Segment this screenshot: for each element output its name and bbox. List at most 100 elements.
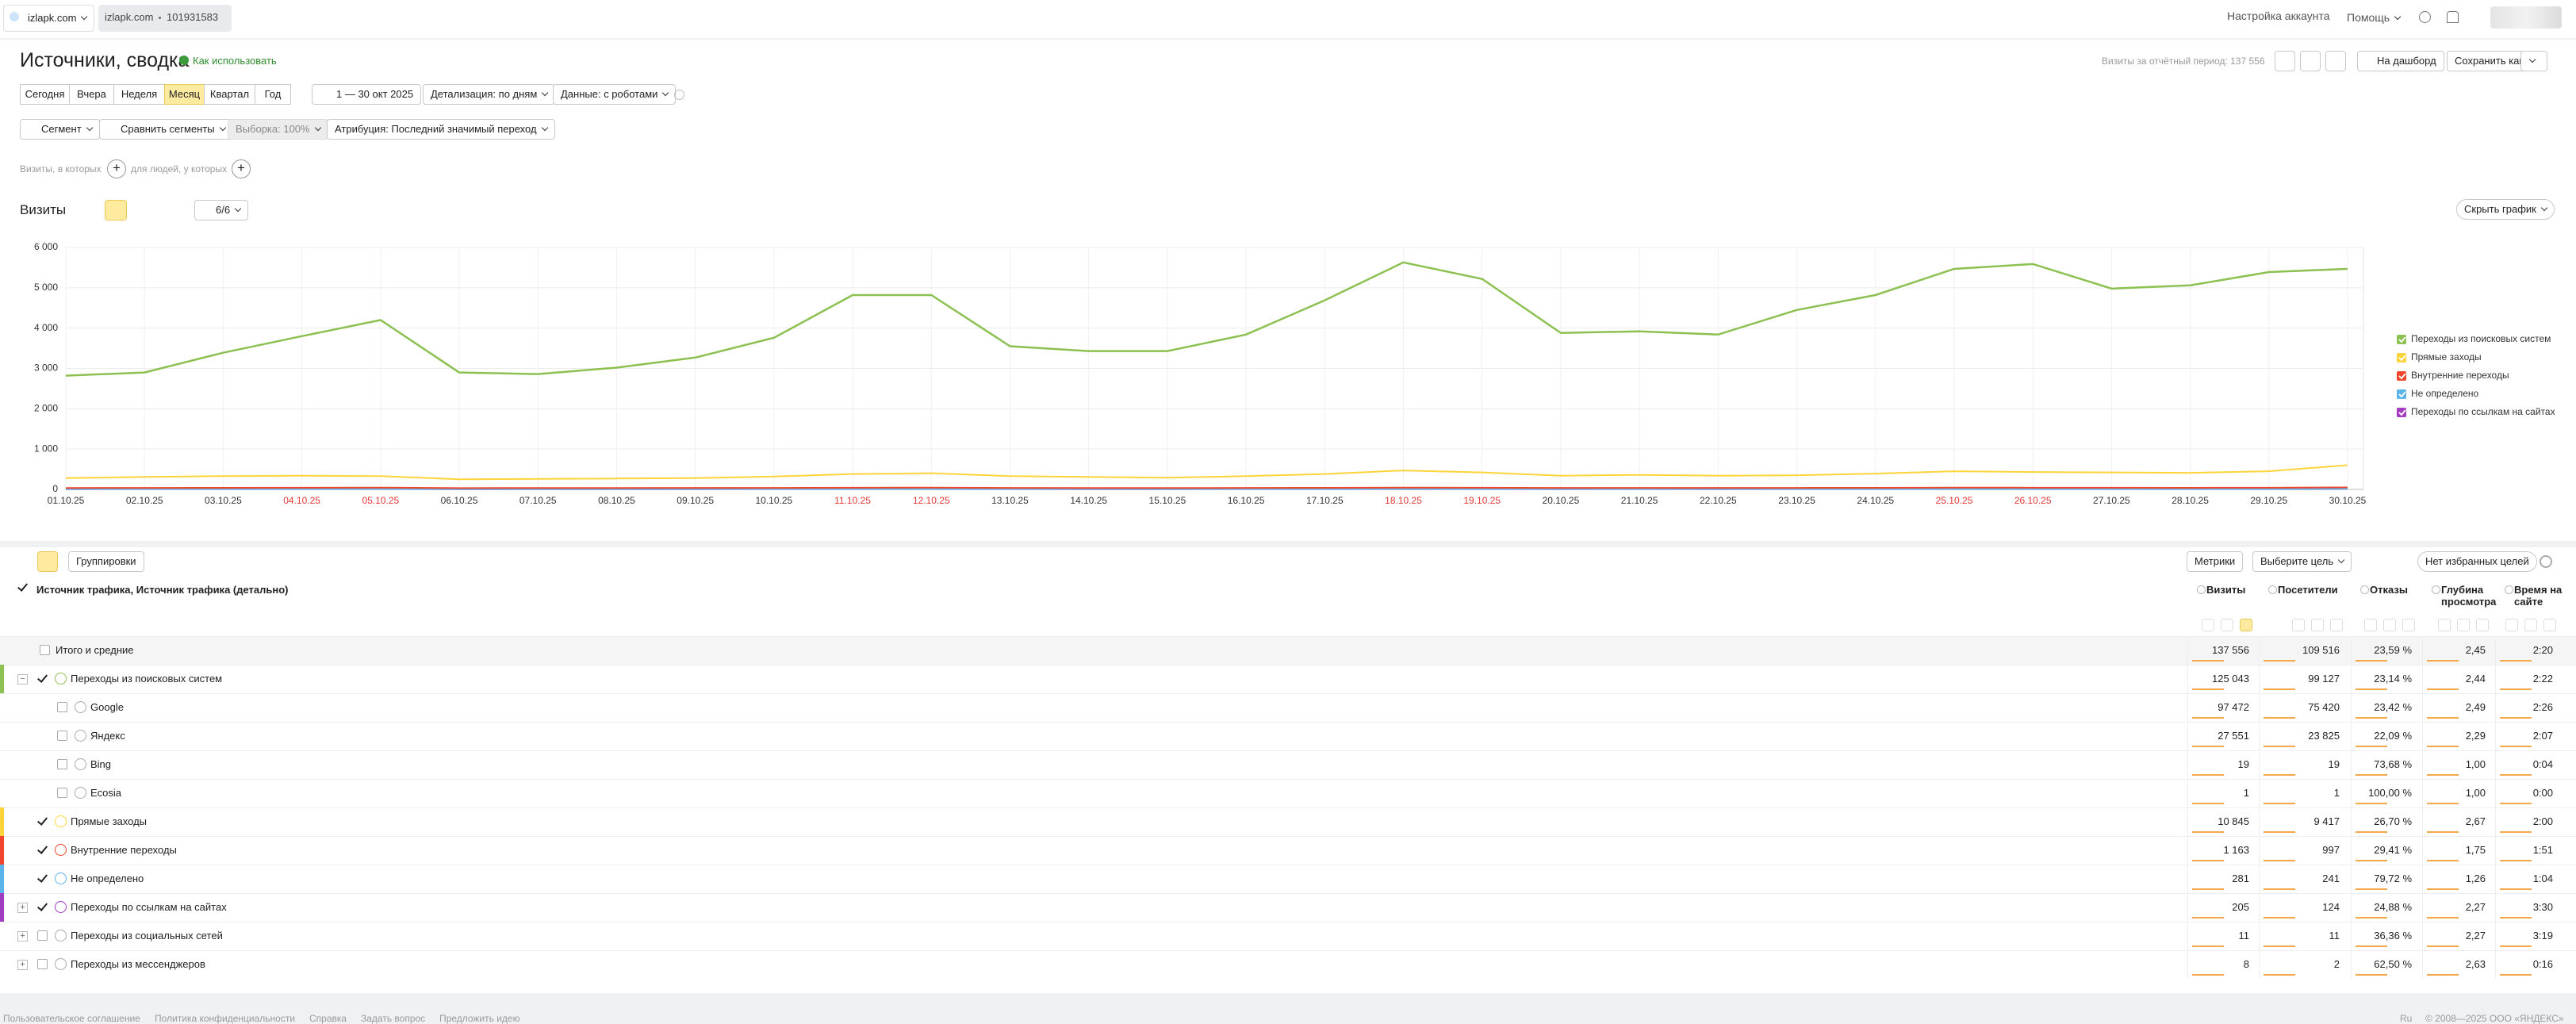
column-view-icon[interactable] bbox=[2438, 619, 2451, 631]
header-icon-button[interactable] bbox=[2275, 51, 2295, 71]
row-expander[interactable]: + bbox=[17, 960, 28, 970]
column-view-icon[interactable] bbox=[2543, 619, 2556, 631]
column-header[interactable]: Посетители bbox=[2278, 584, 2349, 596]
row-checkbox[interactable] bbox=[37, 845, 48, 855]
view-button[interactable] bbox=[37, 551, 58, 572]
column-view-icon[interactable] bbox=[2330, 619, 2343, 631]
row-checkbox[interactable] bbox=[37, 673, 48, 684]
row-checkbox[interactable] bbox=[37, 816, 48, 826]
add-condition[interactable]: + bbox=[107, 159, 126, 178]
row-name[interactable]: Google bbox=[90, 701, 124, 713]
row-color-bar bbox=[0, 665, 4, 693]
metrics-button[interactable]: Метрики bbox=[2187, 551, 2243, 572]
period-button[interactable]: Вчера bbox=[69, 84, 114, 105]
row-expander[interactable]: + bbox=[17, 903, 28, 913]
cell-bar bbox=[2500, 917, 2532, 919]
column-view-icon[interactable] bbox=[2457, 619, 2470, 631]
chart-mode-button[interactable] bbox=[105, 200, 127, 221]
save-button[interactable]: Сохранить как bbox=[2447, 51, 2532, 71]
footer-link[interactable]: Справка bbox=[309, 1013, 347, 1024]
row-checkbox[interactable] bbox=[57, 731, 67, 741]
column-header[interactable]: Время на сайте bbox=[2514, 584, 2570, 608]
row-name[interactable]: Прямые заходы bbox=[71, 815, 147, 827]
account-link[interactable]: Настройка аккаунта bbox=[2227, 10, 2330, 22]
column-view-icon[interactable] bbox=[2311, 619, 2324, 631]
column-header[interactable]: Визиты bbox=[2206, 584, 2278, 596]
row-checkbox[interactable] bbox=[37, 959, 48, 969]
period-button[interactable]: Год bbox=[255, 84, 291, 105]
footer-link[interactable]: Политика конфиденциальности bbox=[155, 1013, 295, 1024]
date-range[interactable]: 1 — 30 окт 2025 bbox=[312, 84, 421, 105]
header-icon-button[interactable] bbox=[2300, 51, 2321, 71]
row-name[interactable]: Яндекс bbox=[90, 730, 125, 742]
row-checkbox[interactable] bbox=[57, 788, 67, 798]
column-view-icon[interactable] bbox=[2240, 619, 2252, 631]
series-select[interactable]: 6/6 bbox=[194, 200, 248, 221]
row-name[interactable]: Внутренние переходы bbox=[71, 844, 177, 856]
column-view-icon[interactable] bbox=[2476, 619, 2489, 631]
row-name[interactable]: Не определено bbox=[71, 873, 144, 884]
footer-lang[interactable]: Ru bbox=[2400, 1013, 2412, 1024]
attribution-select[interactable]: Атрибуция: Последний значимый переход bbox=[327, 119, 555, 140]
period-button[interactable]: Сегодня bbox=[20, 84, 70, 105]
groupings-button[interactable]: Группировки bbox=[68, 551, 144, 572]
y-tick-label: 2 000 bbox=[34, 403, 58, 414]
column-view-icon[interactable] bbox=[2383, 619, 2396, 631]
row-name[interactable]: Ecosia bbox=[90, 787, 121, 799]
row-name[interactable]: Переходы из социальных сетей bbox=[71, 930, 223, 942]
hide-chart[interactable]: Скрыть график bbox=[2456, 199, 2555, 220]
cell-separator bbox=[2187, 665, 2188, 693]
cell-separator bbox=[2495, 636, 2496, 665]
row-name[interactable]: Итого и средние bbox=[56, 644, 133, 656]
data-select[interactable]: Данные: с роботами bbox=[553, 84, 676, 105]
column-view-icon[interactable] bbox=[2505, 619, 2518, 631]
row-expander[interactable]: + bbox=[17, 931, 28, 942]
top-icon[interactable] bbox=[2447, 11, 2459, 23]
detail-select[interactable]: Детализация: по дням bbox=[423, 84, 555, 105]
favorites-button[interactable]: Нет избранных целей bbox=[2417, 551, 2537, 572]
row-expander[interactable]: − bbox=[17, 674, 28, 685]
header-checkbox[interactable] bbox=[17, 582, 28, 593]
column-view-icon[interactable] bbox=[2364, 619, 2377, 631]
chart-mode-button[interactable] bbox=[136, 200, 159, 221]
column-header[interactable]: Глубина просмотра bbox=[2441, 584, 2497, 608]
row-checkbox[interactable] bbox=[57, 759, 67, 769]
sample-select[interactable]: Выборка: 100% bbox=[228, 119, 328, 140]
footer-link[interactable]: Задать вопрос bbox=[361, 1013, 425, 1024]
row-checkbox[interactable] bbox=[37, 902, 48, 912]
add-condition[interactable]: + bbox=[232, 159, 251, 178]
cell-bar bbox=[2500, 974, 2532, 976]
settings-icon[interactable] bbox=[2540, 555, 2552, 568]
row-name[interactable]: Переходы из мессенджеров bbox=[71, 958, 205, 970]
compare-button[interactable]: Сравнить сегменты bbox=[99, 119, 233, 140]
dashboard-button[interactable]: На дашборд bbox=[2357, 51, 2444, 71]
footer-link[interactable]: Предложить идею bbox=[439, 1013, 520, 1024]
row-checkbox[interactable] bbox=[37, 873, 48, 884]
segment-button[interactable]: Сегмент bbox=[20, 119, 100, 140]
top-icon[interactable] bbox=[2419, 11, 2431, 23]
column-header[interactable]: Отказы bbox=[2370, 584, 2441, 596]
period-button[interactable]: Неделя bbox=[113, 84, 165, 105]
view-button[interactable] bbox=[17, 551, 38, 572]
help-link[interactable]: Помощь bbox=[2340, 8, 2407, 29]
column-view-icon[interactable] bbox=[2202, 619, 2214, 631]
row-checkbox[interactable] bbox=[37, 930, 48, 941]
row-name[interactable]: Bing bbox=[90, 758, 111, 770]
row-name[interactable]: Переходы из поисковых систем bbox=[71, 673, 222, 685]
table-row bbox=[0, 836, 2576, 865]
column-view-icon[interactable] bbox=[2221, 619, 2233, 631]
row-checkbox[interactable] bbox=[57, 702, 67, 712]
goal-select[interactable]: Выберите цель bbox=[2252, 551, 2352, 572]
footer-link[interactable]: Пользовательское соглашение bbox=[3, 1013, 140, 1024]
column-view-icon[interactable] bbox=[2292, 619, 2305, 631]
period-button[interactable]: Месяц bbox=[164, 84, 205, 105]
header-icon-button[interactable] bbox=[2325, 51, 2346, 71]
row-checkbox[interactable] bbox=[40, 645, 50, 655]
chart-mode-button[interactable] bbox=[165, 200, 187, 221]
column-view-icon[interactable] bbox=[2402, 619, 2415, 631]
period-button[interactable]: Квартал bbox=[204, 84, 255, 105]
row-name[interactable]: Переходы по ссылкам на сайтах bbox=[71, 901, 227, 913]
column-view-icon[interactable] bbox=[2524, 619, 2537, 631]
howto-link[interactable]: Как использовать bbox=[193, 55, 277, 67]
save-menu[interactable] bbox=[2520, 51, 2547, 71]
